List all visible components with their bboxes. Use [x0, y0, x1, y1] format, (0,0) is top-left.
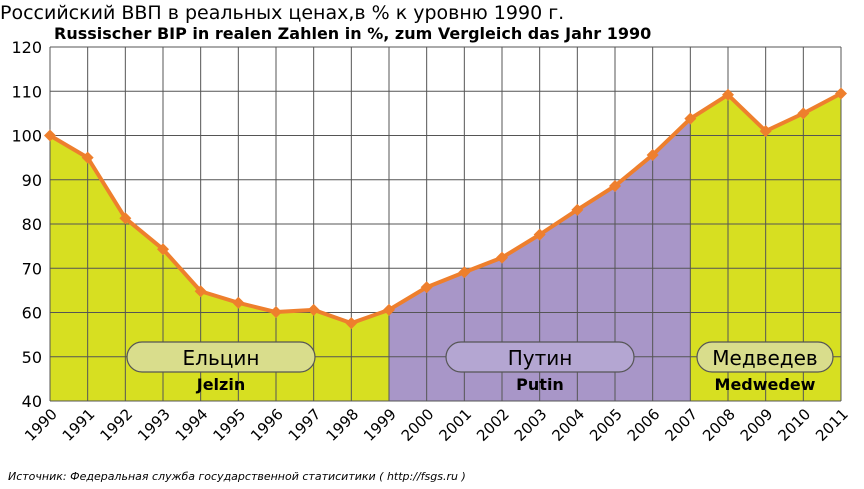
- x-tick-label: 2001: [435, 405, 475, 445]
- x-tick-label: 1996: [247, 405, 287, 445]
- data-point: [797, 107, 810, 120]
- data-point: [684, 112, 697, 125]
- x-tick-label: 1994: [172, 405, 212, 445]
- x-tick-label: 1995: [209, 405, 249, 445]
- x-tick-label: 1992: [96, 405, 136, 445]
- data-point: [383, 303, 395, 316]
- period-label-box: [126, 341, 316, 373]
- x-axis: 1990199119921993199419951996199719981999…: [21, 405, 852, 445]
- period-label-de: Medwedew: [715, 375, 816, 394]
- data-point: [722, 88, 734, 101]
- data-point: [119, 212, 132, 225]
- period-label: Ельцин Jelzin: [126, 341, 316, 394]
- period-label-ru: Медведев: [712, 346, 817, 370]
- data-point: [835, 87, 847, 100]
- period-label-ru: Путин: [508, 346, 573, 370]
- x-tick-label: 2005: [586, 405, 626, 445]
- period-label: Медведев Medwedew: [696, 341, 834, 394]
- data-point: [646, 148, 659, 161]
- data-point: [496, 251, 508, 264]
- y-tick-label: 70: [22, 259, 42, 278]
- y-tick-label: 50: [22, 348, 42, 367]
- x-tick-label: 1997: [285, 405, 325, 445]
- data-point: [194, 285, 207, 298]
- period-label-box: [445, 341, 635, 373]
- data-point: [420, 281, 433, 294]
- data-point: [759, 125, 772, 138]
- y-tick-label: 100: [11, 127, 42, 146]
- x-tick-label: 2010: [774, 405, 814, 445]
- data-point: [609, 179, 621, 192]
- period-label: Путин Putin: [445, 341, 635, 394]
- chart-title: Российский ВВП в реальных ценах,в % к ур…: [0, 2, 565, 24]
- x-tick-label: 1993: [134, 405, 174, 445]
- data-point: [345, 317, 358, 330]
- x-tick-label: 2007: [661, 405, 701, 445]
- data-point: [232, 296, 245, 309]
- x-tick-label: 2002: [473, 405, 513, 445]
- data-point: [458, 266, 471, 279]
- data-point: [44, 129, 56, 142]
- period-label-de: Putin: [516, 375, 564, 394]
- x-tick-label: 1990: [21, 405, 61, 445]
- x-tick-label: 1999: [360, 405, 400, 445]
- data-point: [270, 306, 282, 319]
- data-point: [571, 203, 584, 216]
- x-tick-label: 2008: [699, 405, 739, 445]
- chart-subtitle: Russischer BIP in realen Zahlen in %, zu…: [54, 24, 652, 43]
- x-tick-label: 2004: [548, 405, 588, 445]
- y-tick-label: 90: [22, 171, 42, 190]
- source-note: Источник: Федеральная служба государстве…: [8, 470, 466, 483]
- data-point: [157, 243, 169, 256]
- period-label-box: [696, 341, 834, 373]
- x-tick-label: 2000: [398, 405, 438, 445]
- x-tick-label: 1991: [59, 405, 99, 445]
- x-tick-label: 2006: [624, 405, 664, 445]
- y-tick-label: 40: [22, 392, 42, 411]
- y-tick-label: 80: [22, 215, 42, 234]
- data-point: [81, 151, 94, 164]
- period-fill-0: [50, 135, 389, 401]
- y-axis: 40 50 60 70 80 90 100 110 120: [11, 38, 42, 411]
- y-tick-label: 120: [11, 38, 42, 57]
- x-tick-label: 2009: [737, 405, 777, 445]
- period-label-ru: Ельцин: [183, 346, 260, 370]
- data-point: [307, 303, 320, 316]
- gdp-series: [44, 87, 847, 330]
- y-tick-label: 60: [22, 304, 42, 323]
- period-labels: Ельцин Jelzin Путин Putin Медведев Medwedew: [126, 341, 834, 394]
- x-tick-label: 2003: [511, 405, 551, 445]
- data-point: [533, 228, 546, 241]
- y-tick-label: 110: [11, 82, 42, 101]
- x-tick-label: 2011: [812, 405, 852, 445]
- period-label-de: Jelzin: [196, 375, 245, 394]
- gdp-line: [48, 91, 842, 326]
- x-tick-label: 1998: [322, 405, 362, 445]
